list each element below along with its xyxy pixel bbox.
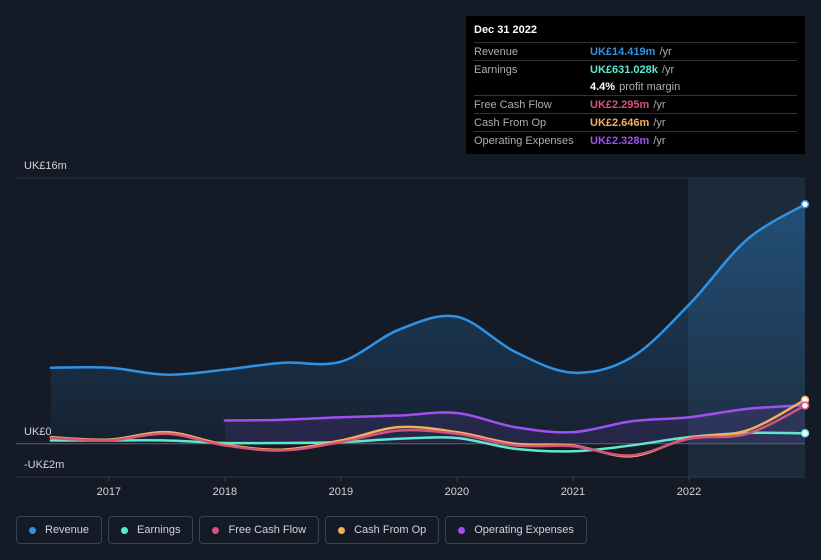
tooltip-label: Operating Expenses [474,134,574,147]
legend-dot [121,526,129,534]
tooltip-label: Revenue [474,45,519,58]
y-tick-label: UK£0 [24,426,52,438]
series-line [49,203,807,376]
tooltip-value: UK£2.646m [590,116,650,129]
legend-dot [338,526,346,534]
legend-dot [29,526,36,534]
tooltip-unit: /yr [661,63,675,76]
series-line [49,404,807,457]
legend: Revenue Earnings Free Cash Flow Cash From O… [16,516,587,544]
end-point [800,429,810,438]
y-tick-label: UK£16m [24,160,67,172]
y-tick-label: -UK£2m [24,459,64,471]
legend-dot [212,526,220,534]
tooltip-value: UK£2.328m [590,134,650,147]
series-line [49,431,807,453]
legend-label: Operating Expenses [474,524,574,536]
tooltip-date: Dec 31 2022 [474,24,537,36]
margin-value: 4.4% [590,80,616,93]
tooltip-value: UK£631.028k [590,63,658,76]
tooltip-row: Revenue UK£14.419m/yr [474,42,797,60]
series-area [50,204,805,444]
legend-label: Free Cash Flow [228,524,307,536]
tooltip-label: Free Cash Flow [474,98,552,111]
tooltip-unit: /yr [653,98,666,111]
x-tick-label: 2018 [213,486,237,498]
legend-item[interactable]: Revenue [16,516,103,544]
tooltip-row: Earnings UK£631.028k/yr [474,60,797,78]
legend-label: Earnings [137,524,181,536]
tooltip: Dec 31 2022 Revenue UK£14.419m/yr Earnings… [466,16,805,154]
legend-label: Cash From Op [354,524,427,536]
legend-item[interactable]: Cash From Op [325,516,440,544]
end-point [800,200,810,209]
tooltip-value: UK£2.295m [590,98,650,111]
x-tick-label: 2021 [561,486,585,498]
x-tick-label: 2020 [445,486,469,498]
tooltip-unit: /yr [659,45,672,58]
tooltip-label: Cash From Op [474,116,547,129]
tooltip-row: Operating Expenses UK£2.328m/yr [474,131,797,149]
legend-item[interactable]: Operating Expenses [445,516,587,544]
series-line [223,403,807,434]
tooltip-row: Free Cash Flow UK£2.295m/yr [474,95,797,113]
tooltip-row: Cash From Op UK£2.646m/yr [474,113,797,131]
tooltip-unit: /yr [653,116,666,129]
legend-item[interactable]: Free Cash Flow [199,516,320,544]
margin-label: profit margin [619,80,681,93]
chart: -UK£2m UK£0 UK£16m 2017 2018 2019 2020 2021 2022 [16,160,810,498]
tooltip-margin: 4.4% profit margin [474,78,797,95]
legend-dot [458,526,466,534]
x-tick-label: 2022 [677,486,701,498]
tooltip-unit: /yr [653,134,666,147]
end-point [800,401,810,410]
x-tick-label: 2019 [329,486,353,498]
tooltip-label: Earnings [474,63,518,76]
legend-item[interactable]: Earnings [108,516,194,544]
tooltip-value: UK£14.419m [590,45,656,58]
legend-label: Revenue [45,524,90,536]
x-tick-label: 2017 [97,486,121,498]
